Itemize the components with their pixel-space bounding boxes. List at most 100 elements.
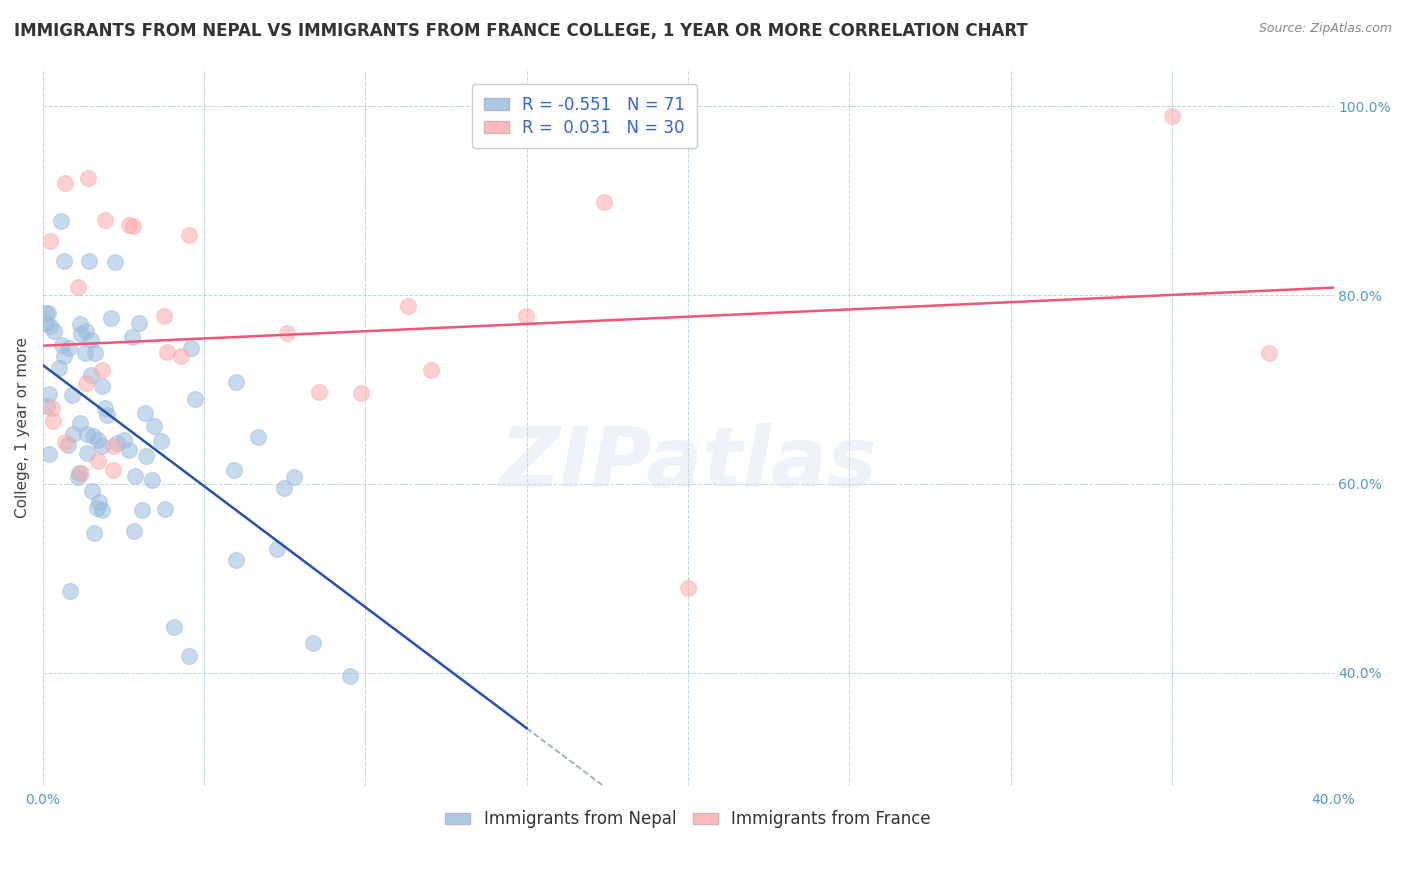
Text: ZIPatlas: ZIPatlas [499, 423, 877, 503]
Point [152, 309, 174, 323]
Point [420, 363, 443, 377]
Point [87, 434, 110, 448]
Point [51, 338, 73, 352]
Point [80, 484, 103, 499]
Point [273, 481, 295, 495]
Point [35, 400, 58, 414]
Point [94, 401, 117, 416]
Point [118, 443, 141, 458]
Point [39, 318, 62, 333]
Point [124, 468, 146, 483]
Point [266, 541, 288, 556]
Point [76, 426, 98, 441]
Point [100, 311, 122, 326]
Point [42, 414, 65, 428]
Point [105, 436, 128, 450]
Point [87, 495, 110, 509]
Point [80, 333, 103, 347]
Point [87, 453, 110, 467]
Point [122, 524, 145, 538]
Point [396, 300, 419, 314]
Point [149, 434, 172, 449]
Point [593, 195, 616, 210]
Point [94, 212, 117, 227]
Point [103, 462, 125, 476]
Point [58, 341, 80, 355]
Point [77, 171, 100, 186]
Point [308, 384, 330, 399]
Point [59, 584, 82, 599]
Point [104, 255, 127, 269]
Point [339, 669, 361, 683]
Point [177, 228, 200, 243]
Point [350, 385, 373, 400]
Point [163, 620, 186, 634]
Point [90, 363, 112, 377]
Point [222, 463, 245, 477]
Point [60, 388, 83, 402]
Point [676, 581, 699, 595]
Point [75, 376, 97, 391]
Point [225, 375, 247, 389]
Point [247, 430, 270, 444]
Point [69, 317, 91, 331]
Point [48, 360, 70, 375]
Point [128, 316, 150, 330]
Point [91, 378, 114, 392]
Point [515, 309, 537, 323]
Point [38, 447, 60, 461]
Point [53, 177, 76, 191]
Point [156, 344, 179, 359]
Point [70, 326, 93, 341]
Point [75, 345, 97, 359]
Point [41, 401, 63, 416]
Point [169, 349, 191, 363]
Point [49, 214, 72, 228]
Point [37, 306, 59, 320]
Point [1161, 109, 1184, 123]
Point [283, 469, 305, 483]
Text: IMMIGRANTS FROM NEPAL VS IMMIGRANTS FROM FRANCE COLLEGE, 1 YEAR OR MORE CORRELAT: IMMIGRANTS FROM NEPAL VS IMMIGRANTS FROM… [14, 22, 1028, 40]
Point [83, 525, 105, 540]
Point [83, 346, 105, 360]
Point [80, 368, 103, 382]
Point [66, 470, 89, 484]
Point [77, 254, 100, 268]
Point [35, 306, 58, 320]
Point [42, 324, 65, 338]
Point [276, 326, 298, 340]
Point [53, 349, 76, 363]
Point [112, 433, 135, 447]
Point [66, 280, 89, 294]
Point [101, 439, 124, 453]
Point [55, 435, 77, 450]
Point [1258, 346, 1281, 360]
Point [96, 409, 118, 423]
Legend: Immigrants from Nepal, Immigrants from France: Immigrants from Nepal, Immigrants from F… [439, 804, 938, 835]
Point [69, 466, 91, 480]
Point [91, 503, 114, 517]
Point [141, 473, 163, 487]
Point [56, 438, 79, 452]
Point [38, 387, 60, 401]
Point [35, 316, 58, 330]
Point [82, 429, 104, 443]
Point [52, 254, 75, 268]
Point [153, 502, 176, 516]
Point [183, 392, 205, 406]
Point [69, 416, 91, 430]
Point [39, 234, 62, 248]
Point [121, 219, 143, 233]
Point [86, 501, 108, 516]
Point [62, 426, 84, 441]
Point [91, 439, 114, 453]
Point [75, 324, 97, 338]
Point [302, 636, 325, 650]
Point [118, 218, 141, 232]
Text: Source: ZipAtlas.com: Source: ZipAtlas.com [1258, 22, 1392, 36]
Point [179, 648, 201, 663]
Point [76, 445, 98, 459]
Y-axis label: College, 1 year or more: College, 1 year or more [15, 336, 30, 517]
Point [135, 449, 157, 463]
Point [134, 406, 156, 420]
